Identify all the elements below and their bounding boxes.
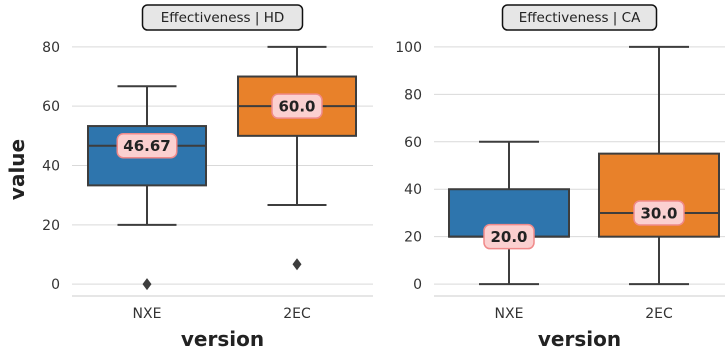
x-tick-label: 2EC [645,306,673,322]
box-nxe: 46.67 [87,85,207,291]
x-tick-label: 2EC [283,306,311,322]
y-tick-label: 20 [42,218,60,234]
y-tick-label: 40 [42,159,60,175]
median-label-box [633,200,685,226]
x-axis-label-hd: version [181,327,264,351]
median-label: 46.67 [123,137,170,155]
x-tick-label: NXE [495,306,524,322]
panel-title-box-ca [501,4,658,31]
y-tick-label: 80 [404,87,422,103]
median-label: 20.0 [490,228,527,246]
panel-title-text-ca: Effectiveness | CA [519,10,641,26]
boxes-hd: 46.67 60.0 [87,45,357,291]
y-tick-label: 20 [404,230,422,246]
x-tick-label: NXE [133,306,162,322]
xticks-hd: NXE 2EC [133,306,311,322]
outlier-marker [292,258,302,271]
panel-title-hd: Effectiveness | HD [141,4,304,31]
y-tick-label: 40 [404,182,422,198]
y-tick-label: 60 [404,135,422,151]
box-2ec: 30.0 [598,45,720,286]
boxes-ca: 20.0 30.0 [448,45,720,286]
xticks-ca: NXE 2EC [495,306,673,322]
panel-hd: 46.67 60.0 0 20 40 60 80 NXE 2EC Effectiveness… [5,4,373,351]
median-label-box [271,93,323,119]
box-nxe: 20.0 [448,140,570,286]
y-tick-label: 100 [395,40,422,56]
y-tick-label: 0 [51,277,60,293]
median-label-box [116,132,178,159]
yticks-hd: 0 20 40 60 80 [42,40,60,293]
y-tick-label: 60 [42,99,60,115]
median-label: 60.0 [278,98,315,116]
median-label: 30.0 [640,204,677,222]
y-axis-label-hd: value [5,139,29,200]
panel-title-text-hd: Effectiveness | HD [161,10,285,26]
panel-title-box-hd [141,4,304,31]
panel-title-ca: Effectiveness | CA [501,4,658,31]
outlier-marker [142,278,152,291]
panel-ca: 20.0 30.0 0 20 40 60 80 100 NXE 2EC Effectivene… [395,4,725,351]
median-label-box [483,223,535,250]
x-axis-label-ca: version [538,327,621,351]
y-tick-label: 80 [42,40,60,56]
y-tick-label: 0 [413,277,422,293]
box-2ec: 60.0 [237,45,357,271]
yticks-ca: 0 20 40 60 80 100 [395,40,422,293]
